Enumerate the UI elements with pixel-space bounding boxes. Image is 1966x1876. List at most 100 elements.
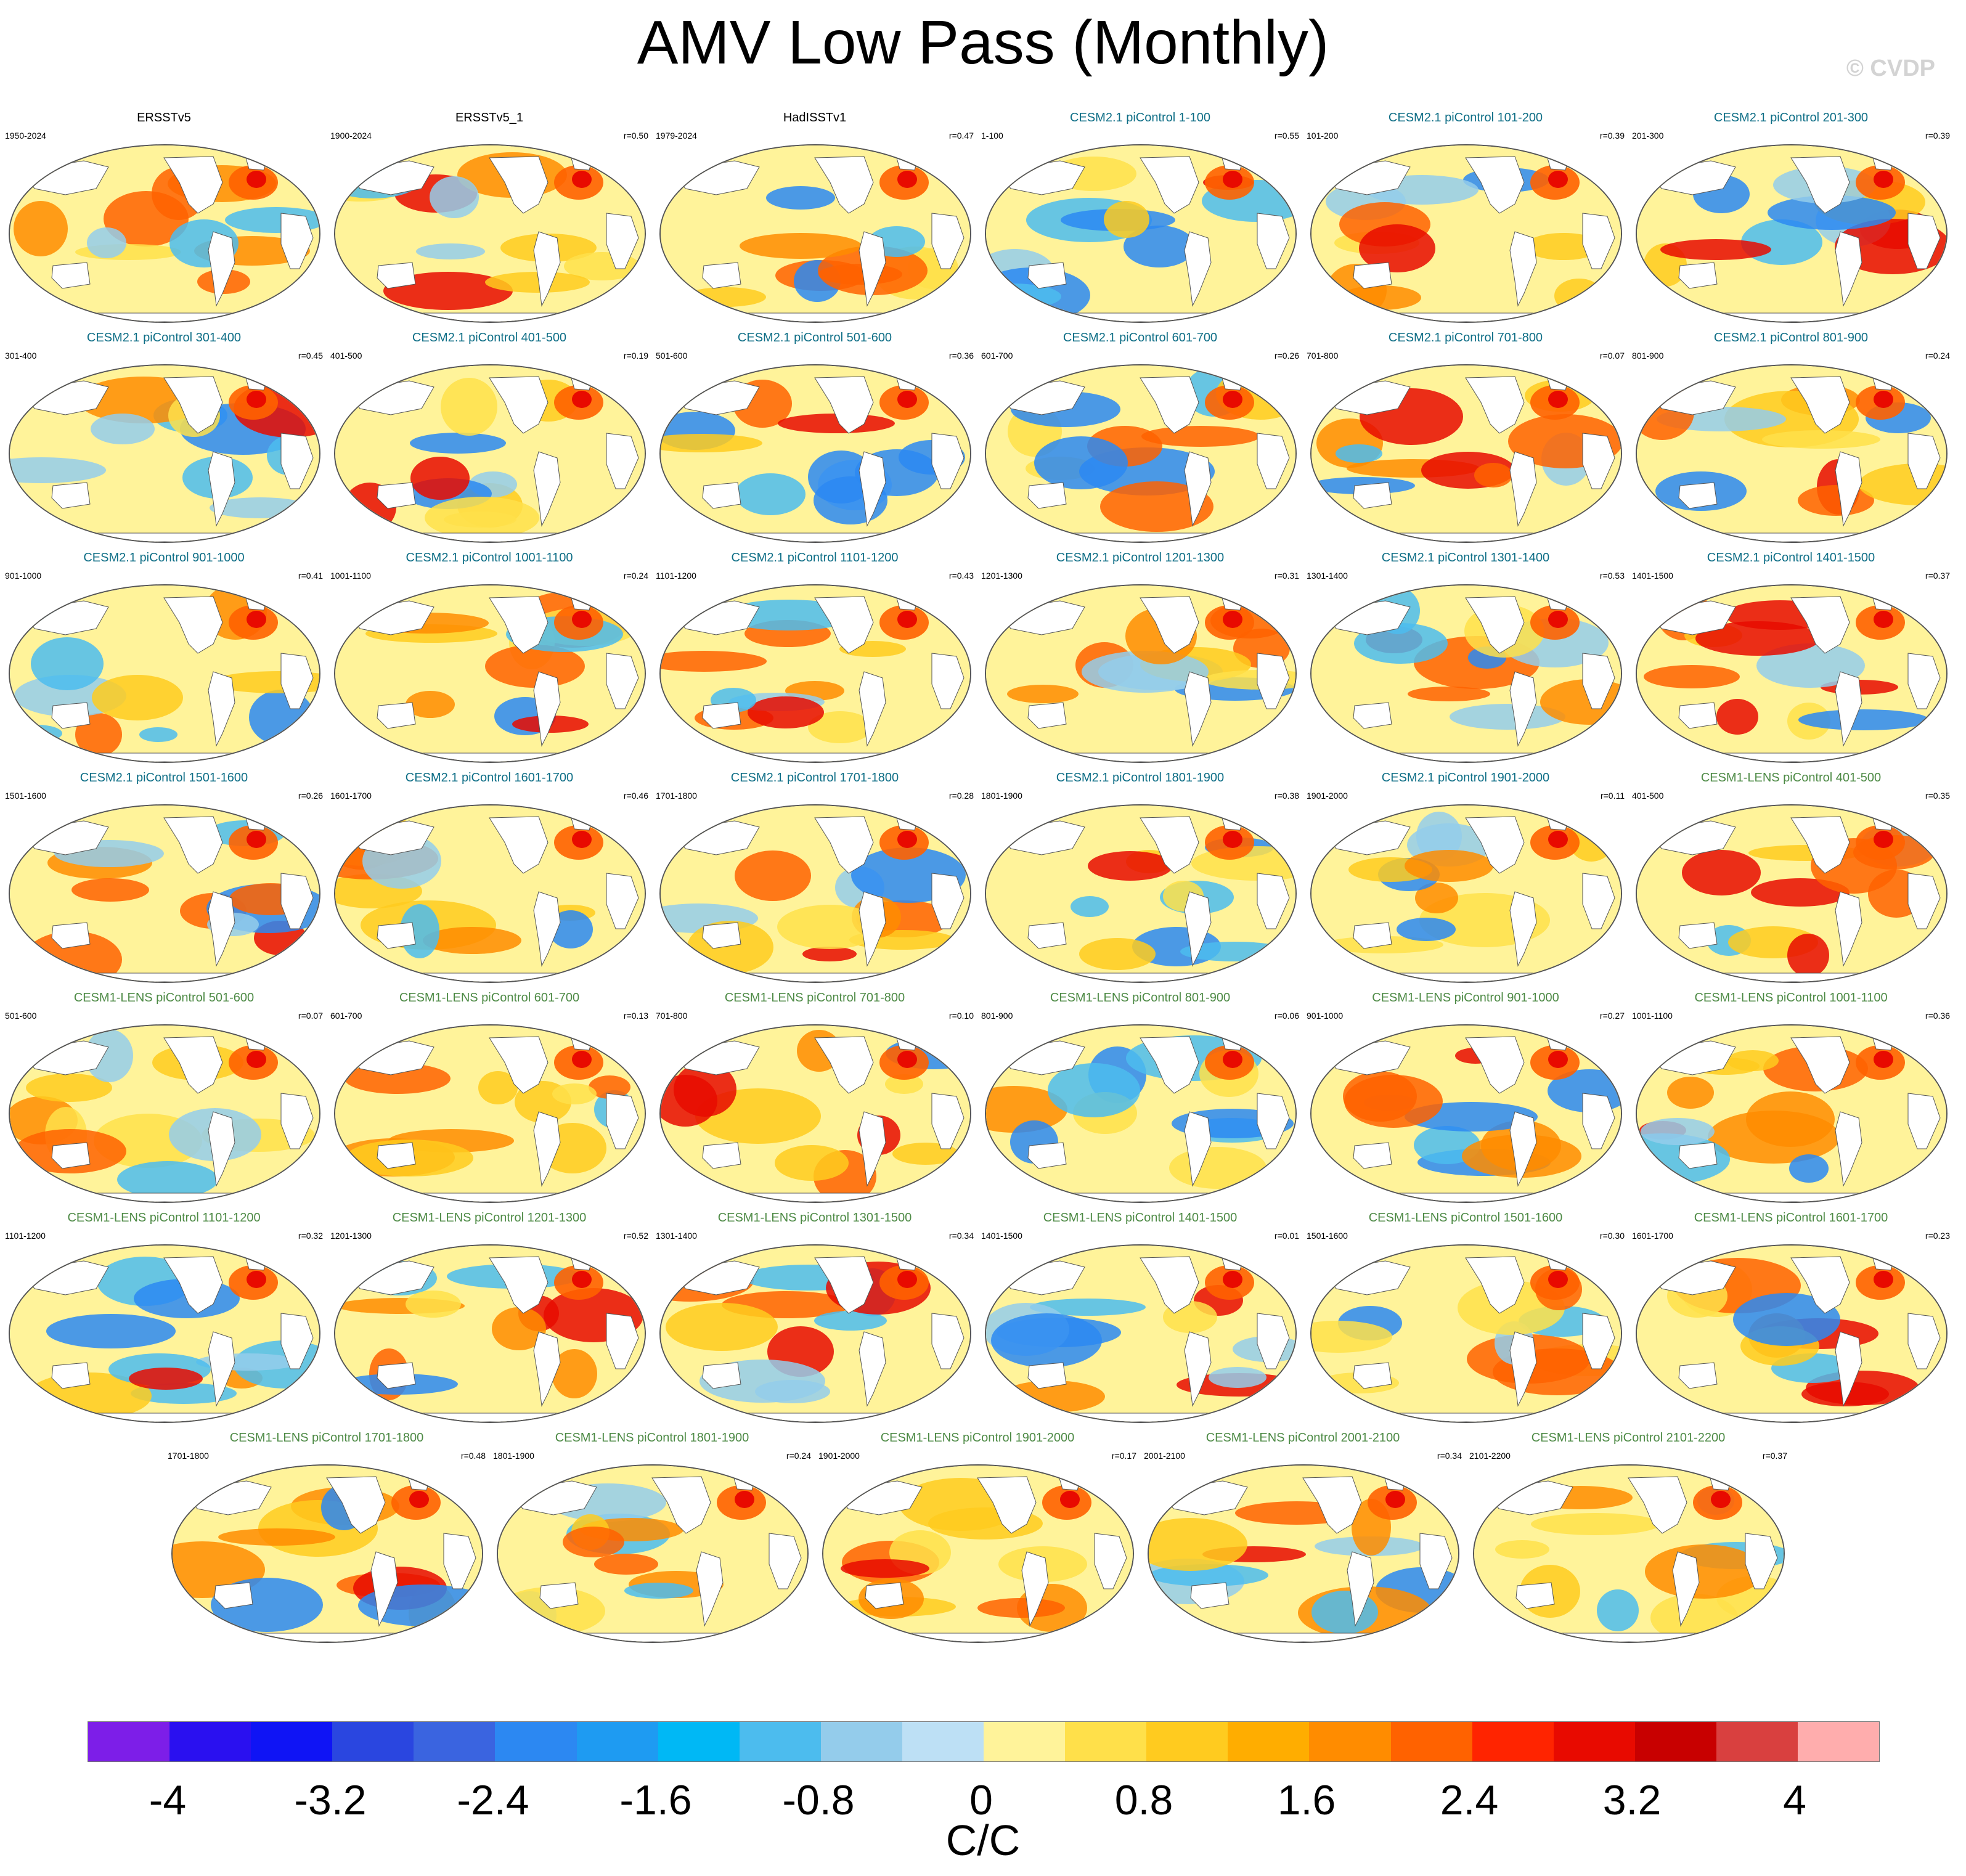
anomaly-patch xyxy=(416,243,485,259)
map-panel: CESM1-LENS piControl 1501-1600 1501-1600 r… xyxy=(1305,1211,1626,1424)
australia-land xyxy=(702,1362,741,1389)
figure-title: AMV Low Pass (Monthly) xyxy=(637,8,1329,77)
anomaly-patch xyxy=(1798,709,1929,730)
greenland-land xyxy=(1708,1471,1734,1491)
south-america-land xyxy=(208,231,235,307)
panel-correlation: r=0.38 xyxy=(1274,791,1299,801)
sst-anomaly-map xyxy=(985,584,1297,763)
map-panel: CESM1-LENS piControl 1301-1500 1301-1400 r… xyxy=(655,1211,975,1424)
antarctica-land xyxy=(1347,752,1584,762)
panel-title: CESM2.1 piControl 1001-1100 xyxy=(406,551,573,565)
colorbar-tick-label: 0 xyxy=(969,1777,993,1824)
sst-anomaly-map xyxy=(334,804,646,983)
anomaly-patch xyxy=(1727,1050,1779,1071)
greenland-land xyxy=(1870,1031,1896,1051)
map-panel: CESM2.1 piControl 901-1000 901-1000 r=0.41 xyxy=(4,551,324,764)
anomaly-patch xyxy=(14,201,68,256)
panel-title: CESM2.1 piControl 601-700 xyxy=(1063,331,1218,345)
panel-title: HadISSTv1 xyxy=(783,111,847,124)
north-america-land xyxy=(1140,376,1199,434)
greenland-land xyxy=(1870,591,1896,611)
australia-land xyxy=(377,262,416,289)
anomaly-patch xyxy=(1100,481,1213,532)
panel-period: 101-200 xyxy=(1307,131,1339,141)
north-atlantic-core xyxy=(572,171,592,188)
panel-correlation: r=0.55 xyxy=(1274,131,1299,141)
north-america-land xyxy=(814,156,874,214)
australia-land xyxy=(377,922,416,949)
greenland-land xyxy=(569,1031,595,1051)
sst-anomaly-map xyxy=(822,1464,1134,1643)
anomaly-patch xyxy=(12,725,62,742)
australia-land xyxy=(51,922,91,949)
antarctica-land xyxy=(1347,1193,1584,1202)
sst-anomaly-map xyxy=(1310,1244,1622,1423)
colorbar-swatch xyxy=(332,1722,414,1761)
panel-period: 1801-1900 xyxy=(981,791,1022,801)
sst-anomaly-map xyxy=(334,364,646,543)
panel-title: CESM2.1 piControl 301-400 xyxy=(86,331,242,345)
colorbar-swatch xyxy=(658,1722,740,1761)
eurasia-land xyxy=(1649,380,1736,415)
sst-anomaly-map xyxy=(659,584,971,763)
eurasia-land xyxy=(672,1040,760,1075)
sst-anomaly-map xyxy=(9,804,320,983)
colorbar-swatch xyxy=(1065,1722,1147,1761)
anomaly-patch xyxy=(1746,1091,1835,1147)
greenland-land xyxy=(406,1471,432,1491)
colorbar-tick-label: 0.8 xyxy=(1114,1777,1173,1824)
australia-land xyxy=(51,702,91,729)
anomaly-patch xyxy=(1733,1293,1840,1346)
anomaly-patch xyxy=(92,675,183,720)
colorbar-swatch xyxy=(169,1722,251,1761)
eurasia-land xyxy=(672,600,760,635)
anomaly-patch xyxy=(808,451,875,504)
anomaly-patch xyxy=(552,1349,597,1398)
sst-anomaly-map xyxy=(1310,1024,1622,1203)
panel-correlation: r=0.50 xyxy=(623,131,648,141)
australia-land xyxy=(1678,482,1718,509)
colorbar-swatch xyxy=(1634,1722,1716,1761)
antarctica-land xyxy=(208,1633,445,1642)
anomaly-patch xyxy=(1756,643,1865,688)
greenland-land xyxy=(243,1031,269,1051)
sst-anomaly-map xyxy=(334,584,646,763)
colorbar-swatch xyxy=(576,1722,658,1761)
south-america-land xyxy=(533,891,561,967)
map-panel: CESM1-LENS piControl 1801-1900 1801-1900 r… xyxy=(492,1431,812,1644)
panel-correlation: r=0.46 xyxy=(623,791,648,801)
map-panel: CESM2.1 piControl 1301-1400 1301-1400 r=0.… xyxy=(1305,551,1626,764)
antarctica-land xyxy=(1022,1193,1258,1202)
antarctica-land xyxy=(1022,973,1258,982)
greenland-land xyxy=(1220,1251,1246,1271)
africa-land xyxy=(1257,873,1290,929)
panel-period: 1-100 xyxy=(981,131,1003,141)
antarctica-land xyxy=(371,973,608,982)
australia-land xyxy=(51,482,91,509)
greenland-land xyxy=(1870,1251,1896,1271)
eurasia-land xyxy=(672,820,760,855)
panel-correlation: r=0.07 xyxy=(1599,351,1625,361)
panel-title: CESM2.1 piControl 1501-1600 xyxy=(80,771,248,785)
eurasia-land xyxy=(672,380,760,415)
anomaly-patch xyxy=(1124,226,1195,267)
greenland-land xyxy=(1545,1031,1571,1051)
sst-anomaly-map xyxy=(497,1464,809,1643)
north-atlantic-core xyxy=(897,831,917,848)
panel-correlation: r=0.01 xyxy=(1274,1231,1299,1241)
anomaly-patch xyxy=(1416,812,1462,861)
sst-anomaly-map xyxy=(659,364,971,543)
sst-anomaly-map xyxy=(985,144,1297,323)
panel-period: 1001-1100 xyxy=(1632,1011,1673,1021)
panel-title: CESM1-LENS piControl 1101-1200 xyxy=(67,1211,261,1225)
anomaly-patch xyxy=(766,186,835,210)
panel-correlation: r=0.45 xyxy=(298,351,323,361)
eurasia-land xyxy=(22,1260,109,1295)
antarctica-land xyxy=(1022,532,1258,542)
africa-land xyxy=(1582,873,1615,929)
south-america-land xyxy=(1509,231,1537,307)
australia-land xyxy=(865,1582,904,1609)
panel-period: 501-600 xyxy=(5,1011,37,1021)
north-atlantic-core xyxy=(247,831,266,848)
australia-land xyxy=(1353,1362,1392,1389)
